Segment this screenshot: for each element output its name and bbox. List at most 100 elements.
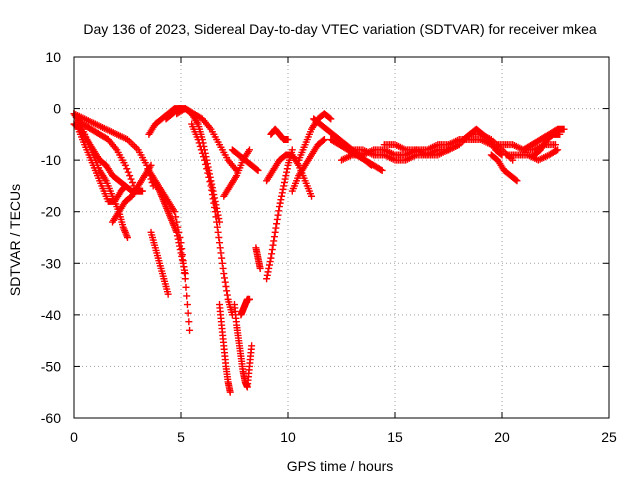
x-axis-label: GPS time / hours — [287, 458, 394, 474]
data-point — [223, 287, 231, 295]
data-point — [512, 176, 520, 184]
data-point — [319, 136, 327, 144]
data-point — [186, 326, 194, 334]
data-point — [277, 196, 285, 204]
data-point — [195, 139, 203, 147]
data-point — [271, 228, 279, 236]
series-arc-16 — [237, 295, 253, 319]
data-point — [267, 254, 275, 262]
series-arc-08 — [147, 228, 172, 298]
data-point — [223, 291, 231, 299]
series-arc-20 — [263, 146, 296, 283]
data-point — [327, 115, 335, 123]
data-point — [270, 237, 278, 245]
plot-frame — [73, 56, 610, 419]
series-arc-26 — [327, 136, 386, 174]
data-point — [278, 192, 286, 200]
data-point — [128, 178, 136, 186]
data-point — [221, 278, 229, 286]
y-tick-label: 0 — [53, 101, 61, 117]
series-arc-22 — [267, 125, 292, 144]
data-point — [205, 173, 213, 181]
y-tick-label: -60 — [41, 410, 61, 426]
y-tick-label: -10 — [41, 152, 61, 168]
data-point — [254, 166, 262, 174]
data-point — [207, 182, 215, 190]
data-point — [272, 224, 280, 232]
data-point — [253, 166, 261, 174]
data-point — [202, 160, 210, 168]
data-point — [256, 264, 264, 272]
data-point — [201, 156, 209, 164]
data-point — [214, 228, 222, 236]
data-point — [147, 161, 155, 169]
data-point — [176, 246, 184, 254]
y-tick-label: -40 — [41, 307, 61, 323]
data-point — [248, 342, 256, 350]
data-point — [552, 141, 559, 149]
data-point — [174, 235, 182, 243]
series-arc-31 — [459, 125, 506, 159]
data-point — [208, 191, 216, 199]
data-point — [268, 246, 276, 254]
series-arc-15 — [231, 301, 256, 391]
data-point — [245, 295, 253, 303]
data-point — [221, 274, 229, 282]
data-point — [265, 261, 273, 269]
data-point — [178, 252, 186, 260]
data-point — [215, 234, 223, 241]
data-point — [197, 146, 205, 154]
data-point — [275, 203, 283, 211]
data-point — [497, 150, 505, 158]
data-point — [177, 249, 185, 257]
data-point — [266, 258, 274, 266]
data-point — [273, 215, 281, 223]
data-point — [279, 185, 287, 193]
data-point — [218, 254, 226, 262]
data-point — [273, 220, 281, 228]
x-tick-label: 15 — [387, 429, 403, 445]
data-point — [212, 213, 220, 221]
series-arc-34 — [502, 146, 562, 164]
data-point — [138, 187, 146, 195]
data-point — [513, 177, 521, 185]
data-point — [183, 301, 191, 309]
data-point — [208, 186, 216, 194]
data-point — [213, 223, 221, 231]
data-point — [196, 142, 204, 150]
data-point — [130, 182, 138, 190]
data-point — [211, 208, 219, 216]
data-point — [181, 270, 189, 278]
y-tick-label: -50 — [41, 358, 61, 374]
series-arc-12 — [173, 105, 241, 174]
tick-layer: 0 5 10 15 20 25 10 0 -10 -20 -30 -40 -50 -60 — [41, 49, 617, 445]
data-point — [178, 256, 186, 264]
data-point — [282, 172, 290, 180]
data-point — [182, 283, 190, 291]
data-point — [245, 146, 253, 154]
x-tick-label: 10 — [280, 429, 296, 445]
series-arc-10 — [149, 177, 189, 278]
chart-title: Day 136 of 2023, Sidereal Day-to-day VTE… — [83, 21, 596, 37]
data-point — [275, 207, 283, 215]
data-point — [552, 147, 560, 155]
data-point — [278, 189, 286, 197]
y-axis-label: SDTVAR / TECUs — [7, 184, 23, 296]
series-arc-24 — [288, 136, 328, 195]
data-point — [121, 161, 129, 169]
data-point — [378, 166, 386, 174]
data-point — [377, 166, 385, 174]
data-point — [219, 264, 227, 272]
data-point — [263, 275, 271, 283]
data-point — [326, 114, 334, 122]
data-point — [268, 250, 276, 258]
data-point — [180, 263, 188, 271]
series-arc-23 — [295, 110, 335, 164]
data-point — [183, 292, 191, 300]
data-point — [179, 259, 187, 267]
data-point — [222, 282, 230, 290]
data-point — [171, 208, 179, 216]
data-point — [181, 266, 189, 274]
